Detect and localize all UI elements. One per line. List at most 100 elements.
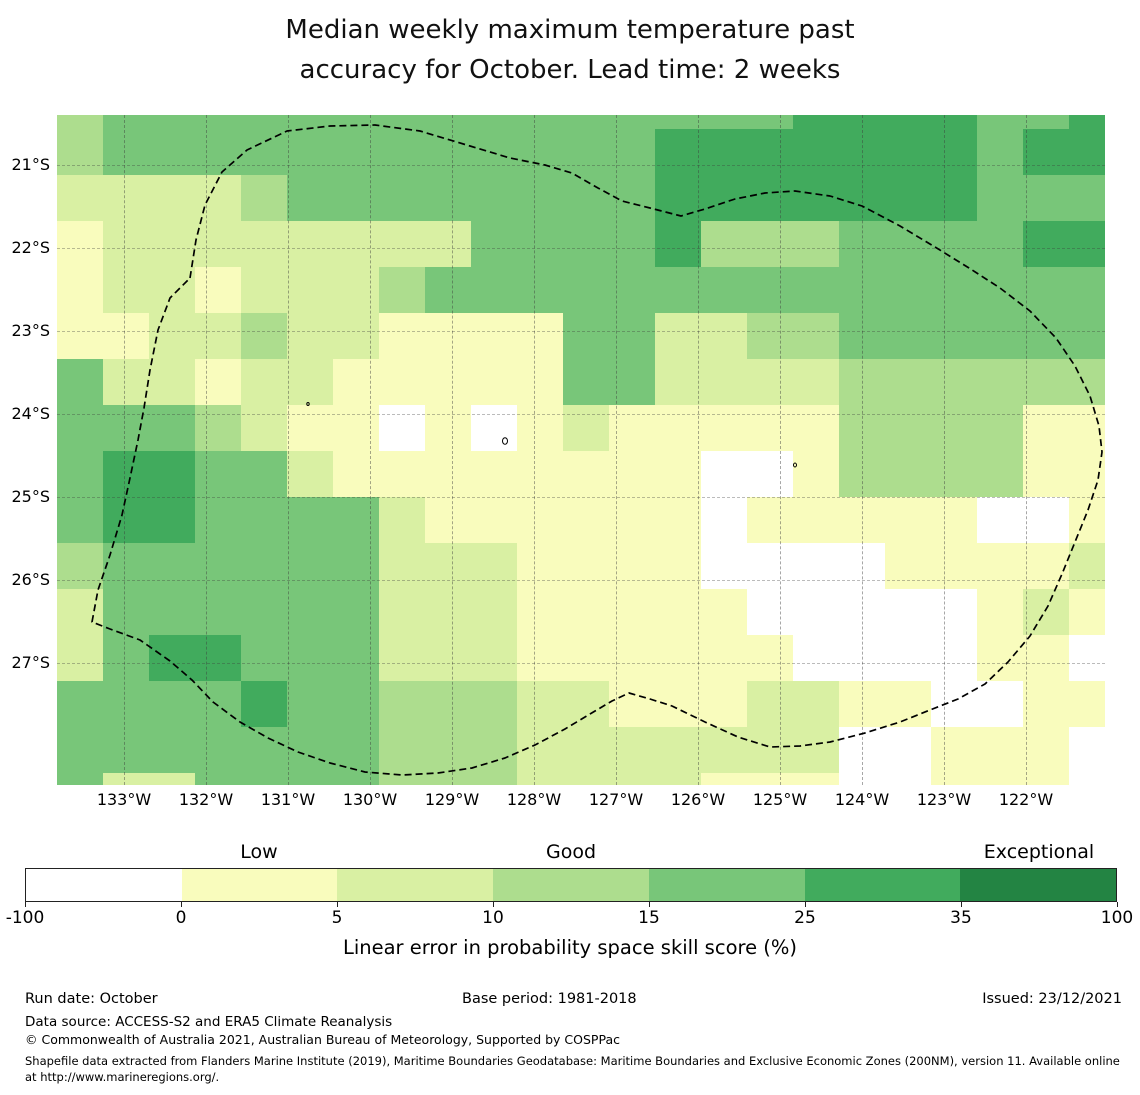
heatmap-cell <box>655 313 701 359</box>
heatmap-cell <box>885 115 931 129</box>
data-source-text: Data source: ACCESS-S2 and ERA5 Climate … <box>25 1014 393 1030</box>
heatmap-cell <box>333 497 379 543</box>
heatmap-cell <box>287 115 333 129</box>
colorbar-tick-mark <box>25 902 26 907</box>
heatmap-cell <box>333 175 379 221</box>
latitude-gridline <box>57 580 1105 581</box>
heatmap-cell <box>57 773 103 785</box>
heatmap-cell <box>149 681 195 727</box>
heatmap-cell <box>103 681 149 727</box>
longitude-gridline <box>862 115 863 785</box>
heatmap-cell <box>747 313 793 359</box>
heatmap-cell <box>747 221 793 267</box>
colorbar-category-low: Low <box>240 841 278 863</box>
heatmap-cell <box>655 635 701 681</box>
heatmap-cell <box>103 773 149 785</box>
heatmap-cell <box>195 359 241 405</box>
heatmap-cell <box>609 727 655 773</box>
longitude-tick-label: 132°W <box>178 790 234 809</box>
heatmap-cell <box>149 359 195 405</box>
heatmap-cell <box>793 405 839 451</box>
heatmap-cell <box>195 681 241 727</box>
heatmap-cell <box>149 451 195 497</box>
heatmap-cell <box>563 267 609 313</box>
heatmap-cell <box>517 773 563 785</box>
heatmap-cell <box>885 773 931 785</box>
heatmap-cell <box>287 359 333 405</box>
heatmap-cell <box>839 313 885 359</box>
heatmap-cell <box>333 359 379 405</box>
heatmap-cell <box>103 589 149 635</box>
heatmap-cell <box>287 221 333 267</box>
heatmap-cell <box>287 267 333 313</box>
heatmap-cell <box>885 359 931 405</box>
heatmap-cell <box>517 313 563 359</box>
heatmap-cell <box>379 543 425 589</box>
heatmap-cell <box>241 267 287 313</box>
longitude-tick-label: 131°W <box>260 790 316 809</box>
longitude-gridline <box>206 115 207 785</box>
heatmap-cell <box>1069 497 1105 543</box>
latitude-gridline <box>57 414 1105 415</box>
heatmap-cell <box>1069 727 1105 773</box>
map-artifact-mark <box>306 401 310 407</box>
heatmap-cell <box>287 635 333 681</box>
heatmap-cell <box>793 115 839 129</box>
heatmap-cell <box>1069 405 1105 451</box>
heatmap-cell <box>563 451 609 497</box>
colorbar-segment <box>648 869 805 901</box>
map-artifact-mark <box>502 437 508 445</box>
heatmap-cell <box>655 451 701 497</box>
heatmap-cell <box>563 405 609 451</box>
heatmap-cell <box>977 129 1023 175</box>
heatmap-cell <box>57 175 103 221</box>
heatmap-cell <box>471 589 517 635</box>
heatmap-cell <box>885 129 931 175</box>
heatmap-cell <box>149 543 195 589</box>
heatmap-cell <box>839 115 885 129</box>
eez-boundary-layer <box>91 124 1103 776</box>
heatmap-cell <box>425 267 471 313</box>
heatmap-cell <box>333 543 379 589</box>
heatmap-cell <box>977 543 1023 589</box>
map-artifact-mark <box>793 462 797 468</box>
heatmap-cell <box>839 589 885 635</box>
heatmap-cell <box>655 681 701 727</box>
heatmap-cell <box>471 727 517 773</box>
colorbar-segment <box>181 869 338 901</box>
heatmap-cell <box>195 267 241 313</box>
chart-title-line2: accuracy for October. Lead time: 2 weeks <box>299 55 841 85</box>
heatmap-cell <box>149 175 195 221</box>
longitude-gridline <box>124 115 125 785</box>
heatmap-cell <box>57 635 103 681</box>
heatmap-cell <box>471 405 517 451</box>
heatmap-cell <box>655 267 701 313</box>
heatmap-cell <box>333 129 379 175</box>
heatmap-cell <box>1023 681 1069 727</box>
heatmap-cell <box>195 175 241 221</box>
heatmap-cell <box>1069 129 1105 175</box>
heatmap-cell <box>425 313 471 359</box>
heatmap-cell <box>149 727 195 773</box>
heatmap-cell <box>793 727 839 773</box>
heatmap-cell <box>425 589 471 635</box>
heatmap-cell <box>655 359 701 405</box>
heatmap-cell <box>425 221 471 267</box>
heatmap-cell <box>609 497 655 543</box>
heatmap-cell <box>563 589 609 635</box>
heatmap-cell <box>701 635 747 681</box>
heatmap-cell <box>57 313 103 359</box>
heatmap-cell <box>655 727 701 773</box>
heatmap-cell <box>563 681 609 727</box>
heatmap-cell <box>287 497 333 543</box>
heatmap-cell <box>931 589 977 635</box>
heatmap-cell <box>195 635 241 681</box>
latitude-gridline <box>57 497 1105 498</box>
longitude-tick-label: 122°W <box>998 790 1054 809</box>
heatmap-cell <box>425 115 471 129</box>
heatmap-cell <box>1069 115 1105 129</box>
heatmap-cell <box>103 405 149 451</box>
heatmap-cell <box>563 497 609 543</box>
heatmap-cell <box>839 681 885 727</box>
